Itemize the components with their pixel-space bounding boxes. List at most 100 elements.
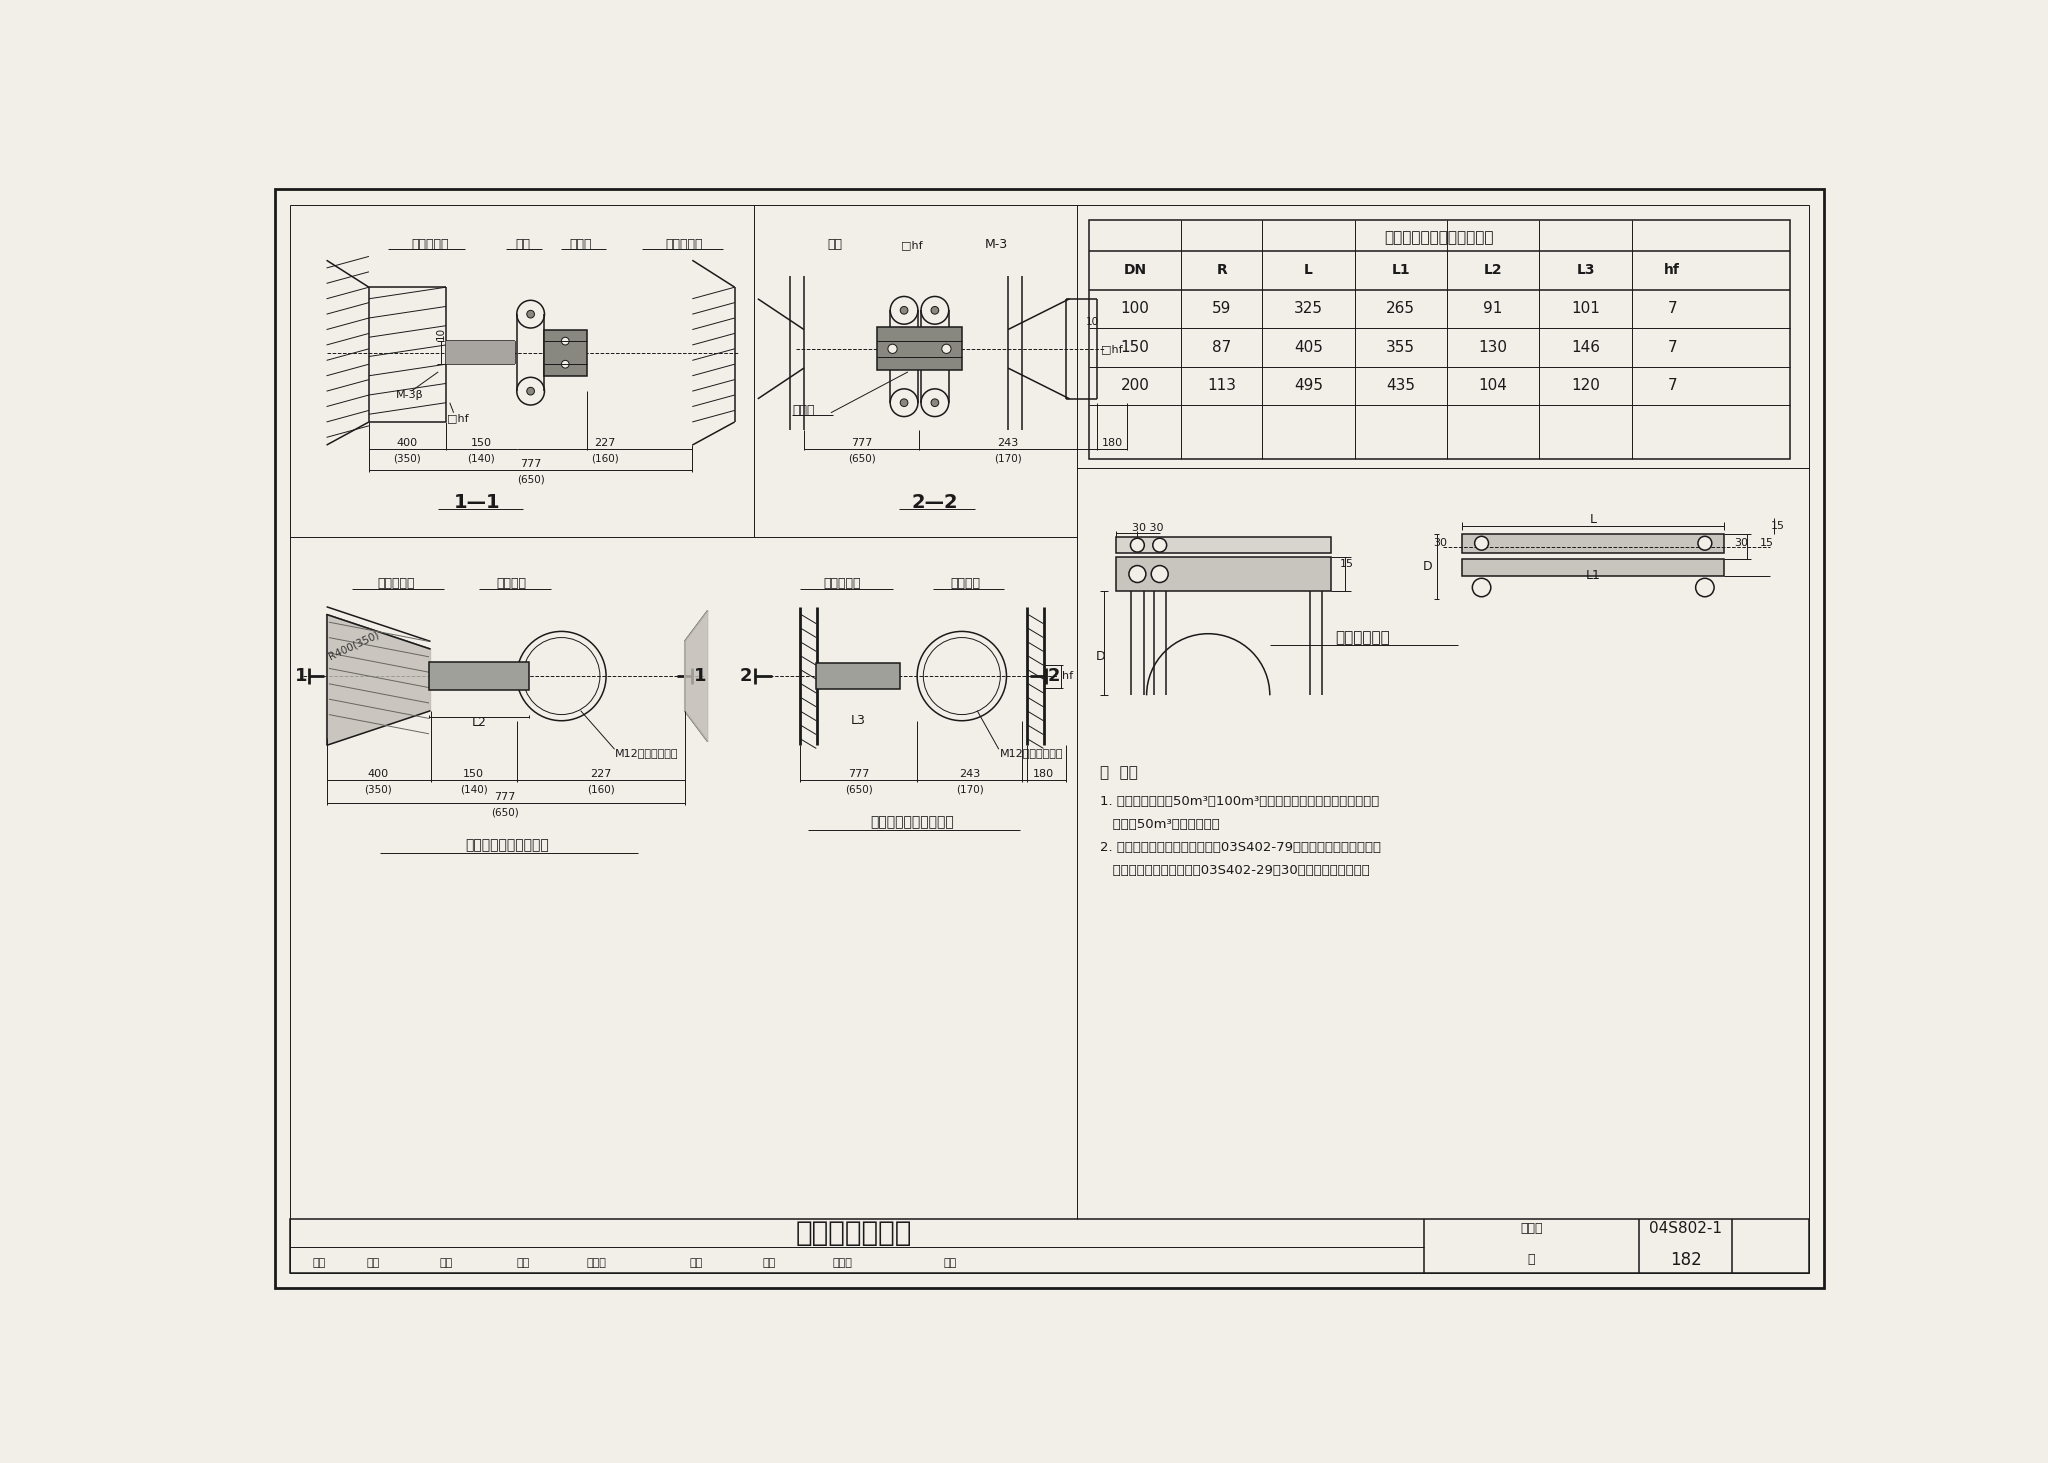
Text: 30 30: 30 30 bbox=[1133, 524, 1163, 533]
Text: 91: 91 bbox=[1483, 301, 1503, 316]
Text: hf: hf bbox=[1061, 672, 1073, 682]
Text: 04S802-1: 04S802-1 bbox=[1649, 1220, 1722, 1236]
Text: 15: 15 bbox=[1759, 538, 1774, 549]
Text: 管卡板: 管卡板 bbox=[569, 238, 592, 252]
Text: 400: 400 bbox=[397, 437, 418, 448]
Circle shape bbox=[901, 306, 907, 315]
Text: 355: 355 bbox=[1386, 339, 1415, 354]
Text: 227: 227 bbox=[594, 437, 614, 448]
Text: 支筒内管道立式支架图: 支筒内管道立式支架图 bbox=[870, 815, 954, 830]
Text: (350): (350) bbox=[393, 454, 422, 464]
Bar bbox=[815, 663, 901, 689]
Polygon shape bbox=[684, 610, 709, 742]
Text: 水塔中心线: 水塔中心线 bbox=[377, 578, 414, 590]
Text: R: R bbox=[1217, 263, 1227, 278]
Text: 59: 59 bbox=[1212, 301, 1231, 316]
Text: 777: 777 bbox=[520, 459, 541, 470]
Bar bbox=[1462, 559, 1724, 576]
Circle shape bbox=[1128, 566, 1145, 582]
Circle shape bbox=[1153, 538, 1167, 552]
Text: 审核: 审核 bbox=[311, 1258, 326, 1268]
Text: R400(350): R400(350) bbox=[328, 629, 381, 661]
Text: 777: 777 bbox=[852, 437, 872, 448]
Text: 才工: 才工 bbox=[438, 1258, 453, 1268]
Bar bbox=[1462, 534, 1724, 553]
Text: 7: 7 bbox=[1667, 379, 1677, 394]
Text: M-3: M-3 bbox=[985, 238, 1008, 252]
Text: (650): (650) bbox=[492, 808, 518, 818]
Text: 30: 30 bbox=[1434, 538, 1448, 549]
Text: 水塔中心线: 水塔中心线 bbox=[412, 238, 449, 252]
Text: hf: hf bbox=[1665, 263, 1679, 278]
Text: (160): (160) bbox=[588, 784, 614, 794]
Text: 435: 435 bbox=[1386, 379, 1415, 394]
Text: 支撑钢板: 支撑钢板 bbox=[496, 578, 526, 590]
Text: 管道: 管道 bbox=[827, 238, 842, 252]
Circle shape bbox=[1151, 566, 1167, 582]
Text: 146: 146 bbox=[1571, 339, 1599, 354]
Circle shape bbox=[1475, 537, 1489, 550]
Text: 101: 101 bbox=[1571, 301, 1599, 316]
Text: 水箱内管道立式支架图: 水箱内管道立式支架图 bbox=[465, 838, 549, 853]
Text: 说  明：: 说 明： bbox=[1100, 765, 1139, 780]
Text: 2—2: 2—2 bbox=[911, 493, 958, 512]
Bar bbox=[1116, 537, 1331, 553]
Text: 15: 15 bbox=[1772, 521, 1786, 531]
Text: □hf: □hf bbox=[901, 240, 922, 250]
Text: 405: 405 bbox=[1294, 339, 1323, 354]
Text: 管道支架卡板: 管道支架卡板 bbox=[1335, 631, 1391, 645]
Text: (170): (170) bbox=[956, 784, 983, 794]
Circle shape bbox=[561, 360, 569, 369]
Text: 2. 管道支架可参照国家标准图集03S402-79的单管立式支架图制作。: 2. 管道支架可参照国家标准图集03S402-79的单管立式支架图制作。 bbox=[1100, 841, 1382, 854]
Circle shape bbox=[1473, 578, 1491, 597]
Text: 设计: 设计 bbox=[762, 1258, 776, 1268]
Text: L: L bbox=[1305, 263, 1313, 278]
Text: (140): (140) bbox=[459, 784, 487, 794]
Text: 校对: 校对 bbox=[516, 1258, 530, 1268]
Text: L3: L3 bbox=[850, 714, 866, 727]
Text: □hf: □hf bbox=[446, 413, 469, 423]
Circle shape bbox=[561, 338, 569, 345]
Circle shape bbox=[932, 399, 938, 407]
Text: 2: 2 bbox=[1049, 667, 1061, 685]
Text: 页: 页 bbox=[1528, 1254, 1536, 1265]
Text: 104: 104 bbox=[1479, 379, 1507, 394]
Text: 777: 777 bbox=[848, 770, 868, 778]
Text: 专业: 专业 bbox=[690, 1258, 702, 1268]
Text: 苏晓林: 苏晓林 bbox=[834, 1258, 852, 1268]
Text: 支架卡板及支撑钢板尺寸表: 支架卡板及支撑钢板尺寸表 bbox=[1384, 230, 1493, 244]
Text: D: D bbox=[1096, 651, 1106, 663]
Text: L1: L1 bbox=[1585, 569, 1602, 582]
Circle shape bbox=[942, 344, 950, 354]
Text: 水塔中心线: 水塔中心线 bbox=[823, 578, 862, 590]
Circle shape bbox=[526, 388, 535, 395]
Text: 243: 243 bbox=[958, 770, 981, 778]
Text: 130: 130 bbox=[1479, 339, 1507, 354]
Text: 7: 7 bbox=[1667, 339, 1677, 354]
Text: M12六角带帽螺栓: M12六角带帽螺栓 bbox=[614, 748, 678, 758]
Text: L2: L2 bbox=[471, 715, 487, 729]
Polygon shape bbox=[326, 614, 430, 745]
Text: 113: 113 bbox=[1206, 379, 1237, 394]
Bar bbox=[428, 663, 528, 691]
Text: 777: 777 bbox=[494, 791, 516, 802]
Text: 495: 495 bbox=[1294, 379, 1323, 394]
Text: 227: 227 bbox=[590, 770, 612, 778]
Text: 管卡板: 管卡板 bbox=[793, 404, 815, 417]
Text: 李良: 李良 bbox=[367, 1258, 379, 1268]
Text: 1—1: 1—1 bbox=[453, 493, 500, 512]
Text: 10: 10 bbox=[436, 326, 446, 339]
Text: 150: 150 bbox=[471, 437, 492, 448]
Bar bbox=[1116, 557, 1331, 591]
Text: 管道支架零件图: 管道支架零件图 bbox=[797, 1219, 911, 1246]
Text: 150: 150 bbox=[1120, 339, 1149, 354]
Text: 182: 182 bbox=[1669, 1251, 1702, 1268]
Text: 管道: 管道 bbox=[516, 238, 530, 252]
Circle shape bbox=[526, 310, 535, 317]
Text: (160): (160) bbox=[590, 454, 618, 464]
Text: L3: L3 bbox=[1577, 263, 1595, 278]
Text: 15: 15 bbox=[1339, 559, 1354, 569]
Text: 87: 87 bbox=[1212, 339, 1231, 354]
Text: 制图: 制图 bbox=[944, 1258, 956, 1268]
Text: 150: 150 bbox=[463, 770, 483, 778]
